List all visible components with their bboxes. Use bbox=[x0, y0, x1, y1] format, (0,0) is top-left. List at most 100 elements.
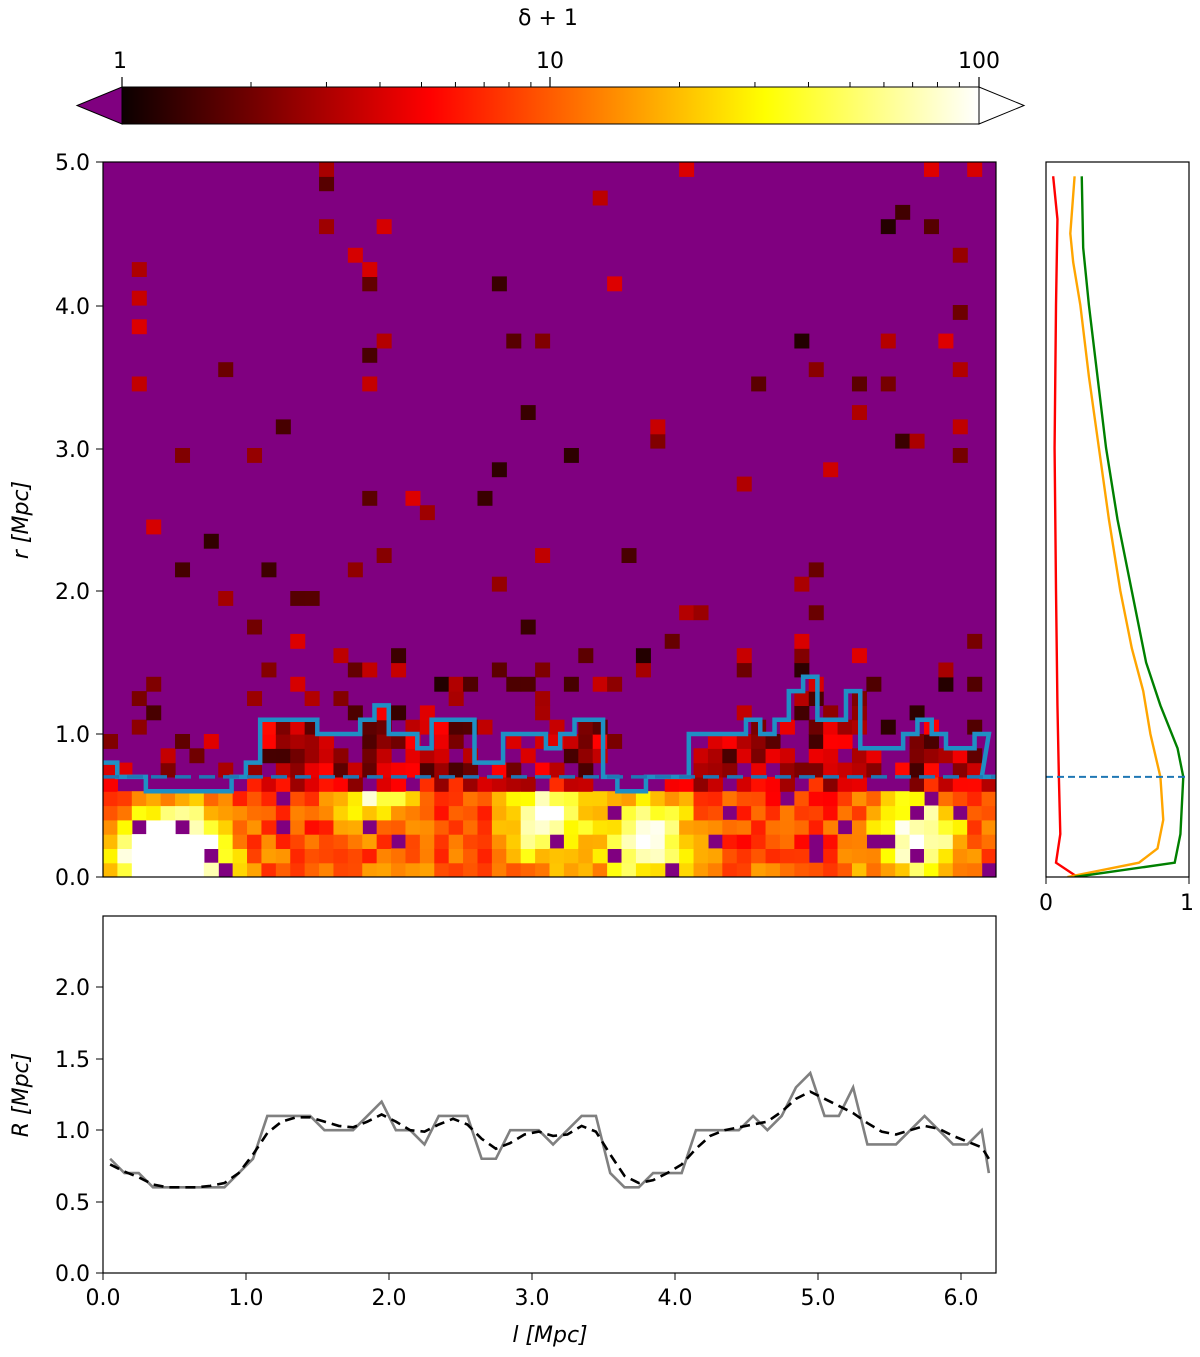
density-cell bbox=[362, 376, 378, 392]
y-tick-label: 0.0 bbox=[55, 866, 90, 891]
density-cell bbox=[967, 633, 983, 649]
density-cell bbox=[347, 805, 363, 821]
density-cell bbox=[146, 834, 162, 849]
density-cell bbox=[751, 734, 767, 749]
density-cell bbox=[808, 776, 824, 792]
density-cell bbox=[448, 805, 464, 821]
density-cell bbox=[923, 862, 939, 877]
density-cell bbox=[261, 848, 277, 864]
density-cell bbox=[607, 734, 623, 749]
density-cell bbox=[520, 848, 536, 864]
density-cell bbox=[765, 791, 781, 807]
density-cell bbox=[923, 219, 939, 235]
density-cell bbox=[779, 805, 795, 821]
density-cell bbox=[823, 776, 839, 792]
density-cell bbox=[923, 805, 939, 821]
density-cell bbox=[751, 791, 767, 807]
density-cell bbox=[808, 819, 824, 835]
density-cell bbox=[952, 305, 968, 320]
density-cell bbox=[275, 762, 291, 778]
density-cell bbox=[463, 762, 479, 778]
density-cell bbox=[549, 819, 565, 835]
density-cell bbox=[391, 648, 407, 664]
density-cell bbox=[434, 776, 450, 792]
density-cell bbox=[535, 791, 551, 807]
density-cell bbox=[491, 791, 507, 807]
density-cell bbox=[909, 791, 925, 807]
density-cell bbox=[491, 576, 507, 592]
density-cell bbox=[635, 662, 651, 678]
density-cell bbox=[333, 834, 349, 849]
density-cell bbox=[851, 819, 867, 835]
density-cell bbox=[880, 719, 896, 735]
density-cell bbox=[794, 848, 810, 864]
colorbar-label: δ + 1 bbox=[518, 6, 578, 31]
density-cell bbox=[419, 848, 435, 864]
density-cell bbox=[707, 762, 723, 778]
density-cell bbox=[549, 805, 565, 821]
density-cell bbox=[880, 848, 896, 864]
density-cell bbox=[275, 776, 291, 792]
density-cell bbox=[794, 805, 810, 821]
density-cell bbox=[448, 734, 464, 749]
density-cell bbox=[967, 805, 983, 821]
density-cell bbox=[175, 448, 191, 463]
density-cell bbox=[160, 805, 176, 821]
density-cell bbox=[448, 848, 464, 864]
density-cell bbox=[117, 819, 133, 835]
density-cell bbox=[808, 562, 824, 578]
density-cell bbox=[333, 791, 349, 807]
density-cell bbox=[765, 862, 781, 877]
density-cell bbox=[290, 633, 306, 649]
density-cell bbox=[779, 776, 795, 792]
density-cell bbox=[218, 362, 234, 378]
density-cell bbox=[923, 762, 939, 778]
density-cell bbox=[607, 819, 623, 835]
density-cell bbox=[419, 834, 435, 849]
density-cell bbox=[463, 676, 479, 692]
density-cell bbox=[909, 834, 925, 849]
density-cell bbox=[391, 791, 407, 807]
density-cell bbox=[275, 748, 291, 764]
density-cell bbox=[823, 734, 839, 749]
density-cell bbox=[967, 162, 983, 177]
density-cell bbox=[895, 791, 911, 807]
density-cell bbox=[189, 748, 205, 764]
density-cell bbox=[909, 762, 925, 778]
density-cell bbox=[635, 805, 651, 821]
density-cell bbox=[851, 776, 867, 792]
density-cell bbox=[347, 848, 363, 864]
density-cell bbox=[635, 848, 651, 864]
heatmap-background bbox=[103, 162, 996, 877]
density-cell bbox=[880, 791, 896, 807]
density-cell bbox=[779, 719, 795, 735]
colorbar-over-extension bbox=[978, 86, 1026, 125]
density-cell bbox=[290, 591, 306, 606]
y-tick-label: 1.5 bbox=[55, 1048, 90, 1073]
density-cell bbox=[866, 819, 882, 835]
density-cell bbox=[851, 791, 867, 807]
density-cell bbox=[808, 748, 824, 764]
density-cell bbox=[909, 862, 925, 877]
density-cell bbox=[851, 834, 867, 849]
density-cell bbox=[765, 748, 781, 764]
density-cell bbox=[895, 433, 911, 449]
density-cell bbox=[261, 776, 277, 792]
density-cell bbox=[938, 834, 954, 849]
density-cell bbox=[491, 819, 507, 835]
density-cell bbox=[938, 805, 954, 821]
density-cell bbox=[967, 676, 983, 692]
density-cell bbox=[535, 548, 551, 563]
density-cell bbox=[376, 862, 392, 877]
density-cell bbox=[679, 848, 695, 864]
density-cell bbox=[679, 819, 695, 835]
density-cell bbox=[851, 376, 867, 392]
density-cell bbox=[131, 319, 147, 335]
density-cell bbox=[981, 834, 996, 849]
density-cell bbox=[347, 834, 363, 849]
density-cell bbox=[362, 862, 378, 877]
density-cell bbox=[419, 791, 435, 807]
density-cell bbox=[952, 247, 968, 263]
density-cell bbox=[563, 805, 579, 821]
density-cell bbox=[751, 862, 767, 877]
